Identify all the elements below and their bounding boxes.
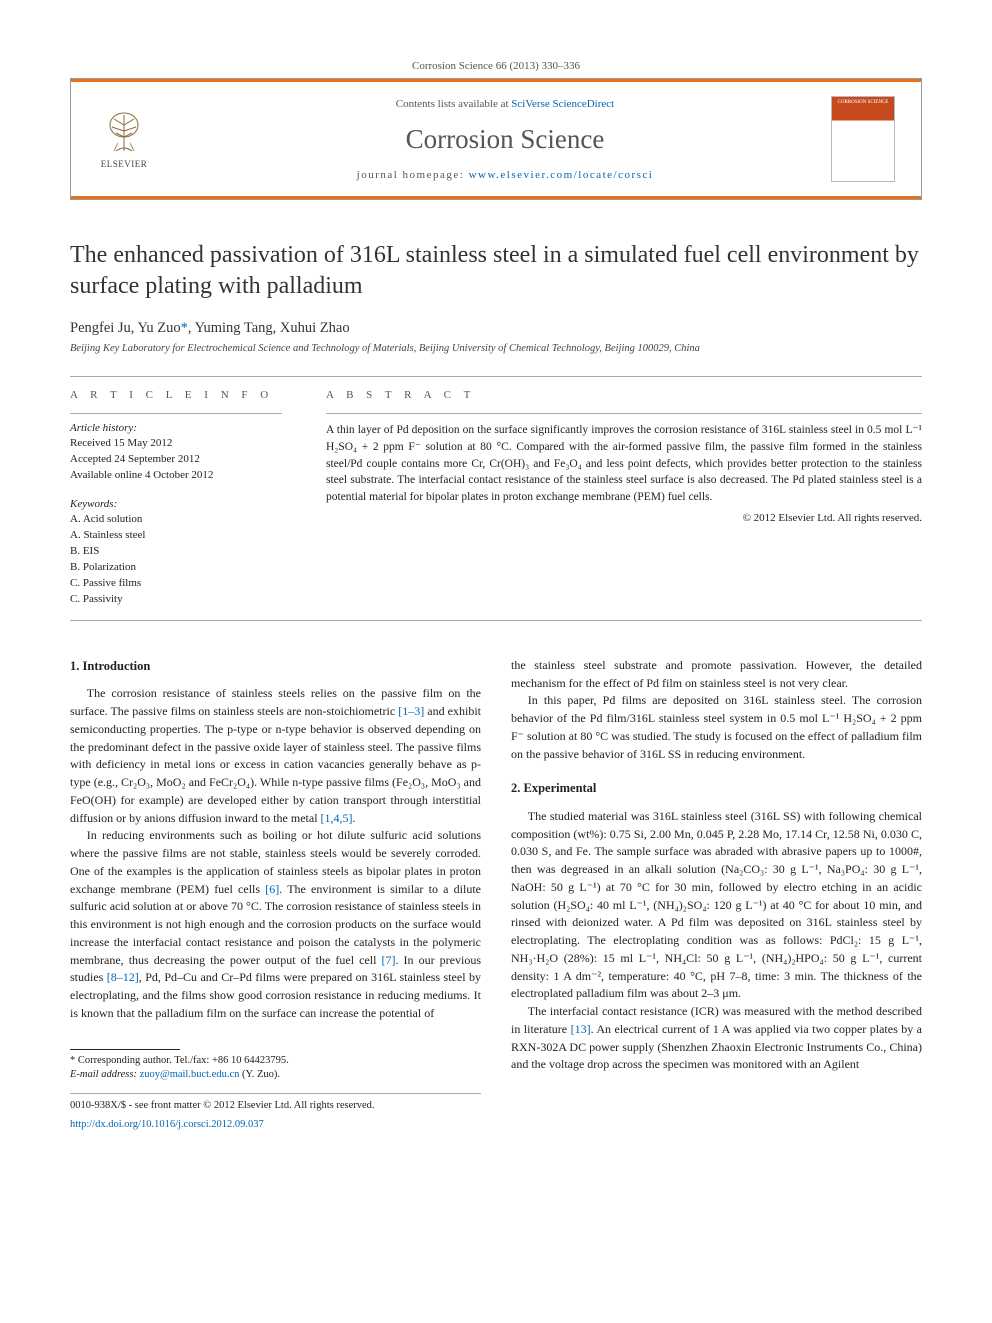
homepage-link[interactable]: www.elsevier.com/locate/corsci <box>469 169 654 181</box>
copyright-line: © 2012 Elsevier Ltd. All rights reserved… <box>326 512 922 524</box>
homepage-line: journal homepage: www.elsevier.com/locat… <box>179 169 831 181</box>
issn-line: 0010-938X/$ - see front matter © 2012 El… <box>70 1098 481 1114</box>
text-run: . <box>353 811 356 825</box>
elsevier-tree-icon <box>100 109 148 157</box>
cover-thumbnail-cell: CORROSION SCIENCE <box>831 96 903 182</box>
body-paragraph: In this paper, Pd films are deposited on… <box>511 692 922 763</box>
article-info-heading: A R T I C L E I N F O <box>70 389 282 401</box>
body-paragraph: The studied material was 316L stainless … <box>511 808 922 1003</box>
cover-title-text: CORROSION SCIENCE <box>832 97 894 105</box>
footnote-rule <box>70 1049 180 1050</box>
article-title: The enhanced passivation of 316L stainle… <box>70 240 922 302</box>
abstract-column: A B S T R A C T A thin layer of Pd depos… <box>326 389 922 607</box>
affiliation: Beijing Key Laboratory for Electrochemic… <box>70 343 922 354</box>
history-item: Accepted 24 September 2012 <box>70 452 282 468</box>
header-bottom-rule <box>71 196 921 199</box>
homepage-prefix: journal homepage: <box>357 169 469 181</box>
meta-bottom-rule <box>70 620 922 621</box>
corr-email-suffix: (Y. Zuo). <box>239 1069 280 1080</box>
journal-name: Corrosion Science <box>179 124 831 155</box>
publisher-logo-cell: ELSEVIER <box>89 100 179 178</box>
body-paragraph: The corrosion resistance of stainless st… <box>70 685 481 827</box>
corr-email-link[interactable]: zuoy@mail.buct.edu.cn <box>140 1069 240 1080</box>
journal-header: ELSEVIER Contents lists available at Sci… <box>70 78 922 200</box>
keywords-label: Keywords: <box>70 498 282 510</box>
keyword: B. EIS <box>70 544 282 560</box>
article-info-rule <box>70 413 282 414</box>
citation-link[interactable]: [13] <box>571 1022 591 1036</box>
journal-cover-thumbnail: CORROSION SCIENCE <box>831 96 895 182</box>
keyword: C. Passivity <box>70 592 282 608</box>
citation-link[interactable]: [8–12] <box>107 970 139 984</box>
body-paragraph: In reducing environments such as boiling… <box>70 827 481 1022</box>
publisher-name: ELSEVIER <box>101 159 148 169</box>
keyword: A. Stainless steel <box>70 528 282 544</box>
citation-link[interactable]: [1–3] <box>398 704 424 718</box>
citation-link[interactable]: [1,4,5] <box>321 811 353 825</box>
keyword: A. Acid solution <box>70 512 282 528</box>
history-item: Received 15 May 2012 <box>70 436 282 452</box>
text-run: and exhibit semiconducting properties. T… <box>70 704 481 825</box>
sciencedirect-link[interactable]: SciVerse ScienceDirect <box>511 98 614 110</box>
history-label: Article history: <box>70 422 282 434</box>
citation-link[interactable]: [6] <box>265 882 279 896</box>
contents-available-line: Contents lists available at SciVerse Sci… <box>179 98 831 110</box>
body-paragraph: the stainless steel substrate and promot… <box>511 657 922 693</box>
elsevier-logo: ELSEVIER <box>89 100 159 178</box>
citation-line: Corrosion Science 66 (2013) 330–336 <box>70 60 922 72</box>
meta-top-rule <box>70 376 922 377</box>
section-heading-introduction: 1. Introduction <box>70 657 481 676</box>
body-paragraph: The interfacial contact resistance (ICR)… <box>511 1003 922 1074</box>
citation-link[interactable]: [7] <box>382 953 396 967</box>
history-item: Available online 4 October 2012 <box>70 468 282 484</box>
footer-rule <box>70 1093 481 1094</box>
contents-prefix: Contents lists available at <box>396 98 511 110</box>
keyword: C. Passive films <box>70 576 282 592</box>
doi-line: http://dx.doi.org/10.1016/j.corsci.2012.… <box>70 1117 481 1133</box>
article-info-column: A R T I C L E I N F O Article history: R… <box>70 389 282 607</box>
author-list: Pengfei Ju, Yu Zuo*, Yuming Tang, Xuhui … <box>70 320 922 337</box>
body-columns: 1. Introduction The corrosion resistance… <box>70 657 922 1133</box>
doi-link[interactable]: http://dx.doi.org/10.1016/j.corsci.2012.… <box>70 1119 264 1130</box>
corr-label: Corresponding author. Tel./fax: +86 10 6… <box>75 1055 289 1066</box>
abstract-text: A thin layer of Pd deposition on the sur… <box>326 422 922 505</box>
abstract-heading: A B S T R A C T <box>326 389 922 401</box>
email-label: E-mail address: <box>70 1069 140 1080</box>
section-heading-experimental: 2. Experimental <box>511 779 922 798</box>
abstract-rule <box>326 413 922 414</box>
keyword: B. Polarization <box>70 560 282 576</box>
corresponding-author-note: * Corresponding author. Tel./fax: +86 10… <box>70 1054 481 1083</box>
